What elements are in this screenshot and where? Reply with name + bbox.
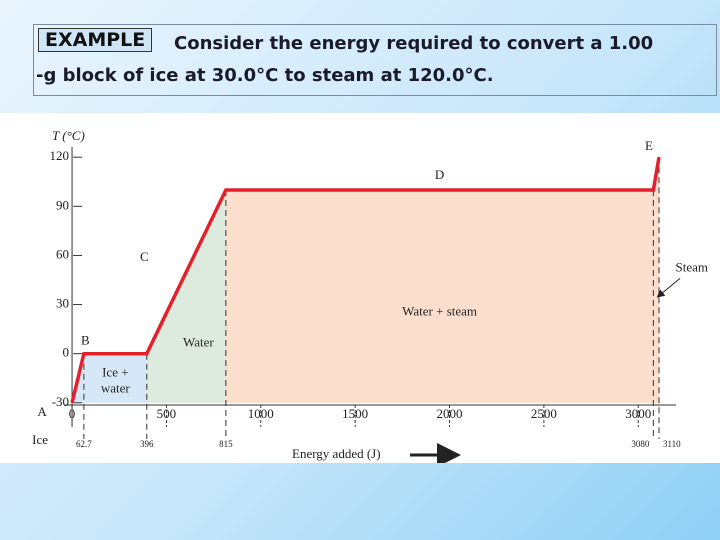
y-tick-label: -30	[52, 394, 69, 409]
phase-region	[146, 189, 226, 403]
boundary-label: 815	[219, 439, 233, 449]
title-line: Consider the energy required to convert …	[174, 33, 654, 54]
phase-region	[83, 353, 147, 403]
region-label: Water + steam	[402, 304, 477, 319]
point-label: E	[645, 138, 653, 153]
example-tag: EXAMPLE	[38, 28, 153, 52]
x-axis-label: Energy added (J)	[292, 446, 381, 461]
x-tick-label: 2500	[531, 406, 557, 421]
region-label: Steam	[676, 260, 709, 275]
phase-region	[225, 189, 654, 403]
region-label: Ice	[32, 432, 48, 447]
y-tick-label: 60	[56, 246, 69, 261]
y-tick-label: 30	[56, 296, 69, 311]
x-tick-label: 3000	[625, 406, 651, 421]
y-axis-label: T (°C)	[52, 128, 85, 143]
x-tick-label: 1000	[248, 406, 274, 421]
region-label: Ice + water	[101, 365, 131, 396]
boundary-label: 3110	[663, 439, 681, 449]
point-label: D	[435, 167, 444, 182]
point-label: A	[37, 404, 47, 419]
region-label: Water	[183, 335, 214, 350]
y-tick-label: 120	[50, 148, 70, 163]
x-tick-label: 500	[157, 406, 177, 421]
header: EXAMPLE Consider the energy required to …	[33, 24, 717, 96]
x-tick-label: 0	[69, 406, 76, 421]
phase-region	[653, 157, 660, 403]
point-label: C	[140, 249, 149, 264]
steam-arrow	[656, 277, 681, 298]
x-tick-label: 2000	[437, 406, 463, 421]
temperature-line	[70, 156, 661, 404]
boundary-label: 396	[140, 439, 154, 449]
boundary-label: 3080	[631, 439, 650, 449]
x-tick-label: 1500	[342, 406, 368, 421]
y-tick-label: 0	[63, 345, 70, 360]
point-label: B	[81, 333, 90, 348]
title-line: -g block of ice at 30.0°C to steam at 12…	[36, 65, 494, 86]
chart: 62.7 396 815 3080 3110 0 500 1000 1500 2000 2500 30…	[0, 113, 720, 463]
boundary-label: 62.7	[76, 439, 92, 449]
y-tick-label: 90	[56, 197, 69, 212]
